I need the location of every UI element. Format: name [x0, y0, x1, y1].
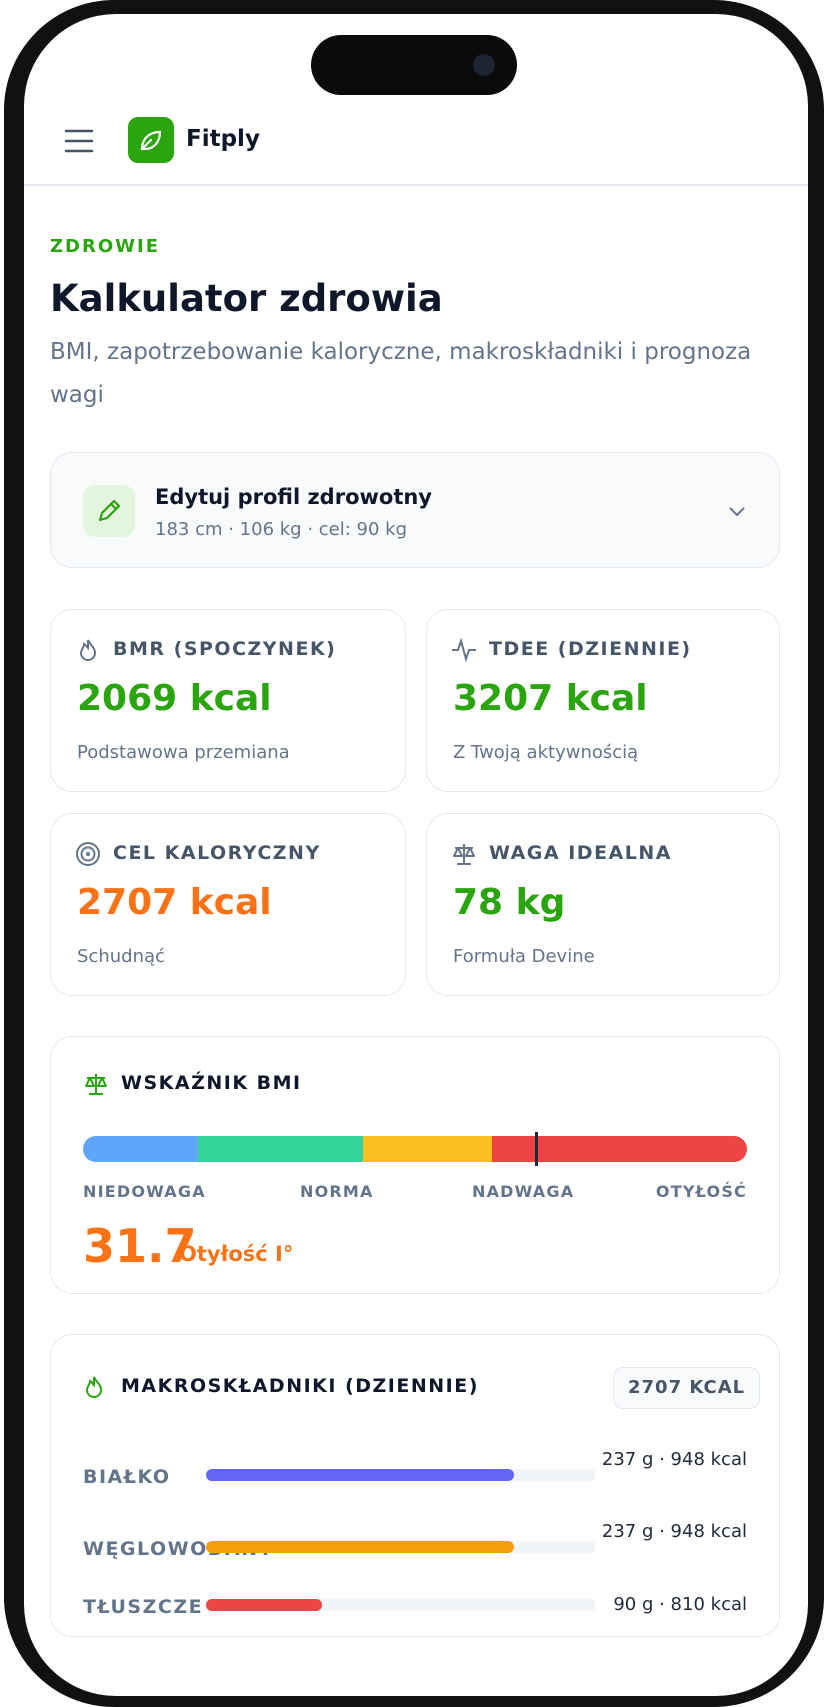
stat-label: TDEE (DZIENNIE) — [489, 638, 692, 660]
macro-track — [206, 1469, 596, 1481]
macro-title: MAKROSKŁADNIKI (DZIENNIE) — [121, 1375, 479, 1397]
scale-segment — [363, 1136, 492, 1162]
stat-value: 3207 kcal — [453, 678, 648, 719]
macro-track — [206, 1599, 596, 1611]
camera — [473, 54, 495, 76]
scale-segment — [492, 1136, 747, 1162]
scale-icon — [453, 844, 475, 865]
macro-name: BIAŁKO — [83, 1466, 171, 1488]
stat-label: WAGA IDEALNA — [489, 842, 672, 864]
logo-icon — [140, 130, 162, 151]
chevron — [729, 507, 745, 517]
macro-bar — [206, 1541, 514, 1553]
logo — [128, 117, 174, 163]
page-title: Kalkulator zdrowia — [50, 277, 443, 320]
stat-label: BMR (SPOCZYNEK) — [113, 638, 337, 660]
target-icon — [76, 842, 100, 866]
stat-card: TDEE (DZIENNIE) 3207 kcal Z Twoją aktywn… — [426, 609, 780, 792]
stat-card: BMR (SPOCZYNEK) 2069 kcal Podstawowa prz… — [50, 609, 406, 792]
bmi-title: WSKAŹNIK BMI — [121, 1072, 302, 1094]
profile-title: Edytuj profil zdrowotny — [155, 485, 432, 509]
profile-card[interactable]: Edytuj profil zdrowotny 183 cm · 106 kg … — [50, 452, 780, 568]
macro-amount: 237 g · 948 kcal — [601, 1449, 747, 1470]
pulse-icon — [452, 638, 476, 662]
macro-total: 2707 KCAL — [613, 1367, 761, 1409]
macro-bar — [206, 1599, 322, 1611]
screen: Fitply ZDROWIE Kalkulator zdrowia BMI, z… — [24, 14, 808, 1696]
stat-note: Schudnąć — [77, 946, 165, 967]
stat-value: 2707 kcal — [77, 882, 272, 923]
stat-value: 2069 kcal — [77, 678, 272, 719]
stat-value: 78 kg — [453, 882, 566, 923]
profile-summary: 183 cm · 106 kg · cel: 90 kg — [155, 519, 407, 540]
macro-bar — [206, 1469, 514, 1481]
stat-card: WAGA IDEALNA 78 kg Formuła Devine — [426, 813, 780, 996]
scale-segment — [83, 1136, 198, 1162]
stat-note: Formuła Devine — [453, 946, 595, 967]
scale-icon — [85, 1074, 107, 1095]
scale-segment — [198, 1136, 363, 1162]
scale-label: NORMA — [300, 1182, 374, 1201]
edit-icon — [83, 485, 135, 537]
menu-button[interactable] — [64, 126, 94, 156]
macro-amount: 237 g · 948 kcal — [601, 1521, 747, 1542]
flame-icon — [85, 1376, 103, 1398]
scale-label: OTYŁOŚĆ — [655, 1182, 747, 1201]
dynamic-island — [311, 35, 517, 95]
macro-name: TŁUSZCZE — [83, 1596, 204, 1618]
stat-note: Podstawowa przemiana — [77, 742, 290, 763]
app-name: Fitply — [186, 126, 260, 152]
stat-label: CEL KALORYCZNY — [113, 842, 321, 864]
scale-label: NIEDOWAGA — [83, 1182, 206, 1201]
pencil — [98, 499, 121, 522]
bmi-card: WSKAŹNIK BMI NIEDOWAGA NORMA NADWAGA OTY… — [50, 1036, 780, 1294]
page-subtitle: BMI, zapotrzebowanie kaloryczne, makrosk… — [50, 339, 752, 408]
macro-amount: 90 g · 810 kcal — [613, 1594, 747, 1615]
bmi-category: Otyłość I° — [179, 1242, 294, 1266]
bmi-value: 31.7 — [83, 1219, 197, 1273]
stat-note: Z Twoją aktywnością — [453, 742, 639, 763]
scale-label: NADWAGA — [472, 1182, 575, 1201]
divider — [24, 184, 808, 186]
bmi-scale — [83, 1136, 747, 1162]
macro-track — [206, 1541, 596, 1553]
stat-card: CEL KALORYCZNY 2707 kcal Schudnąć — [50, 813, 406, 996]
eyebrow: ZDROWIE — [50, 236, 161, 257]
bmi-marker — [535, 1132, 538, 1166]
flame-icon — [79, 639, 97, 661]
macro-card: MAKROSKŁADNIKI (DZIENNIE) 2707 KCAL BIAŁ… — [50, 1334, 780, 1637]
